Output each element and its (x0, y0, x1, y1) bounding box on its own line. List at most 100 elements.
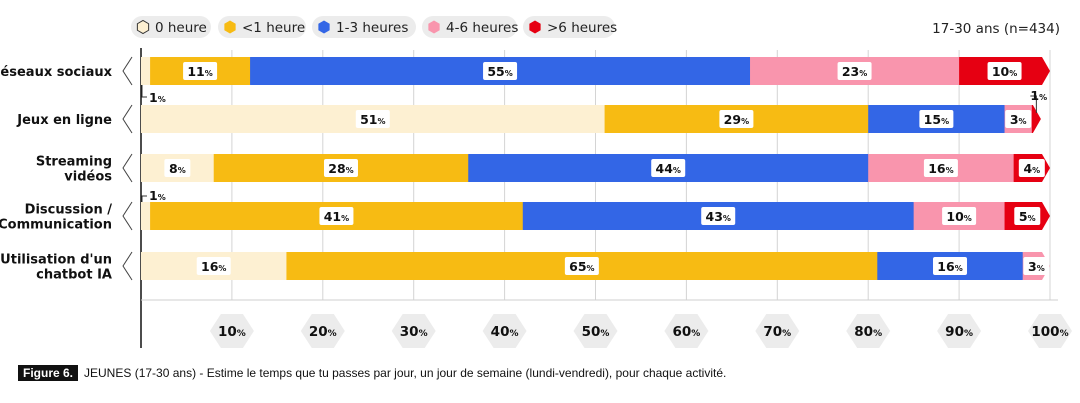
stacked-bar-chart: 1%11% 55% 23% 10%51% 29% 15% 3%1%8% 28% 44% 16% 4%… (0, 16, 1072, 348)
tick-hexagon (573, 314, 618, 348)
x-tick-label: 50% (582, 324, 610, 340)
legend-label: 0 heure (155, 20, 207, 36)
category-label: Communication (0, 218, 112, 233)
category-label: vidéos (64, 170, 112, 185)
legend-swatch-icon (529, 20, 541, 34)
tick-hexagon (755, 314, 800, 348)
value-label: 10% (946, 209, 971, 224)
value-label-box (837, 62, 872, 80)
category-bracket (122, 104, 133, 134)
value-label: 3% (1028, 259, 1045, 274)
figure-caption-text: JEUNES (17-30 ans) - Estime le temps que… (84, 366, 727, 380)
tick-hexagon (664, 314, 709, 348)
legend-item (131, 16, 211, 38)
value-label: 55% (487, 64, 512, 79)
value-label-box (1005, 110, 1032, 128)
x-tick-label: 30% (400, 324, 428, 340)
value-label: 10% (992, 64, 1017, 79)
legend-label: 4-6 heures (446, 20, 518, 36)
value-label-callout: 1% (149, 90, 166, 105)
legend-item (218, 16, 306, 38)
legend-item (312, 16, 416, 38)
value-label: 16% (201, 259, 226, 274)
legend-label: >6 heures (547, 20, 617, 36)
value-label-box (323, 159, 358, 177)
value-label-box (183, 62, 218, 80)
category-label: Discussion / (25, 203, 113, 218)
x-tick-label: 10% (218, 324, 246, 340)
x-tick-label: 100% (1031, 324, 1068, 340)
legend-label: <1 heure (242, 20, 305, 36)
value-label-box (933, 257, 968, 275)
value-label-box (1018, 159, 1045, 177)
category-bracket (122, 56, 133, 86)
legend-item (523, 16, 615, 38)
category-label: Réseaux sociaux (0, 65, 113, 80)
category-label: Jeux en ligne (16, 113, 112, 128)
value-label-box (164, 159, 191, 177)
x-tick-label: 70% (763, 324, 791, 340)
value-label-box (483, 62, 518, 80)
value-label-box (1023, 257, 1050, 275)
value-label: 41% (324, 209, 349, 224)
value-label-box (355, 110, 390, 128)
callout-line (1030, 95, 1037, 113)
value-label-box (701, 207, 736, 225)
value-label: 44% (656, 161, 681, 176)
tick-hexagon (209, 314, 254, 348)
category-bracket (122, 251, 133, 281)
x-tick-label: 80% (854, 324, 882, 340)
value-label-box (1014, 207, 1041, 225)
value-label: 5% (1019, 209, 1036, 224)
value-label-box (923, 159, 958, 177)
value-label-box (719, 110, 754, 128)
value-label: 29% (724, 112, 749, 127)
value-label: 15% (924, 112, 949, 127)
value-label-callout: 1% (149, 188, 166, 203)
tick-hexagon (1028, 314, 1072, 348)
tick-hexagon (300, 314, 345, 348)
callout-line (141, 195, 147, 202)
category-bracket (122, 201, 133, 231)
value-label: 4% (1023, 161, 1040, 176)
figure-caption: Figure 6. JEUNES (17-30 ans) - Estime le… (18, 364, 726, 382)
value-label: 3% (1010, 112, 1027, 127)
legend-swatch-icon (428, 20, 440, 34)
legend-item (422, 16, 517, 38)
value-label-box (919, 110, 954, 128)
bar-segment (1031, 105, 1041, 133)
legend-swatch-icon (224, 20, 236, 34)
sample-label: 17-30 ans (n=434) (932, 21, 1060, 37)
category-bracket (122, 153, 133, 183)
value-label-callout: 1% (1030, 88, 1047, 103)
tick-hexagon (937, 314, 982, 348)
category-label: Streaming (36, 155, 112, 170)
legend-swatch-icon (136, 19, 150, 35)
value-label-box (651, 159, 686, 177)
value-label: 8% (169, 161, 186, 176)
category-label: Utilisation d'un (0, 253, 112, 268)
value-label-box (987, 62, 1022, 80)
tick-hexagon (482, 314, 527, 348)
value-label-box (564, 257, 599, 275)
x-tick-label: 60% (672, 324, 700, 340)
value-label-box (319, 207, 354, 225)
legend-swatch-icon (318, 20, 330, 34)
value-label-box (942, 207, 977, 225)
value-label: 16% (937, 259, 962, 274)
x-tick-label: 40% (491, 324, 519, 340)
x-tick-label: 20% (309, 324, 337, 340)
value-label: 65% (569, 259, 594, 274)
x-tick-label: 90% (945, 324, 973, 340)
value-label: 51% (360, 112, 385, 127)
legend-label: 1-3 heures (336, 20, 408, 36)
value-label: 43% (706, 209, 731, 224)
category-label: chatbot IA (36, 268, 112, 283)
tick-hexagon (391, 314, 436, 348)
value-label: 23% (842, 64, 867, 79)
value-label: 28% (328, 161, 353, 176)
figure-number: Figure 6. (18, 365, 79, 381)
callout-line (141, 85, 147, 98)
value-label: 16% (928, 161, 953, 176)
